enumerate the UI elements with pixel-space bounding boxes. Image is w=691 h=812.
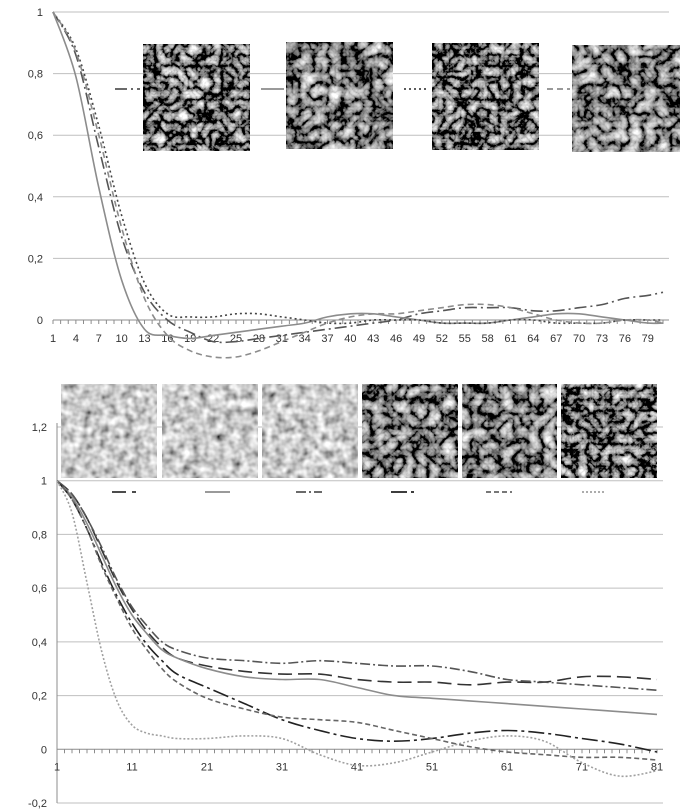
y-tick-label: 0,8 xyxy=(28,69,43,81)
series-4-line xyxy=(52,11,664,359)
x-tick-label: 49 xyxy=(413,333,425,345)
texture-thumbnail-3 xyxy=(262,384,358,478)
x-tick-label: 21 xyxy=(201,761,213,773)
x-tick-label: 61 xyxy=(504,333,516,345)
y-tick-label: 0,4 xyxy=(32,637,47,649)
y-tick-label: 0,4 xyxy=(28,192,43,204)
series-5-line xyxy=(56,480,658,761)
x-tick-label: 40 xyxy=(344,333,356,345)
texture-thumbnail-6 xyxy=(561,384,657,478)
series-3-line xyxy=(56,480,658,691)
y-tick-label: 0 xyxy=(41,744,47,756)
x-tick-label: 55 xyxy=(459,333,471,345)
y-tick-label: 0,8 xyxy=(32,529,47,541)
x-tick-label: 13 xyxy=(138,333,150,345)
texture-thumbnail-3 xyxy=(432,43,539,150)
x-tick-label: 1 xyxy=(50,333,56,345)
x-tick-label: 52 xyxy=(436,333,448,345)
texture-thumbnail-4 xyxy=(362,384,458,478)
x-tick-label: 51 xyxy=(426,761,438,773)
x-tick-label: 4 xyxy=(73,333,79,345)
series-6-line xyxy=(56,480,658,778)
x-tick-label: 81 xyxy=(651,761,663,773)
x-tick-label: 43 xyxy=(367,333,379,345)
y-tick-label: 0,6 xyxy=(28,130,43,142)
series-2-line xyxy=(52,11,664,340)
y-tick-label: 0,2 xyxy=(28,253,43,265)
texture-thumbnail-4 xyxy=(572,45,680,152)
x-tick-label: 73 xyxy=(596,333,608,345)
y-tick-label: 0,2 xyxy=(32,691,47,703)
series-4-line xyxy=(56,480,658,753)
x-tick-label: 61 xyxy=(501,761,513,773)
x-tick-label: 7 xyxy=(96,333,102,345)
x-tick-label: 79 xyxy=(642,333,654,345)
x-tick-label: 67 xyxy=(550,333,562,345)
y-tick-label: 1 xyxy=(37,7,43,19)
x-tick-label: 58 xyxy=(482,333,494,345)
x-tick-label: 37 xyxy=(321,333,333,345)
bottom-chart: -0,200,20,40,60,811,21 11 21 31 41 51 61 71 81 xyxy=(28,384,663,810)
series-1-line xyxy=(56,480,658,686)
series-3-line xyxy=(52,11,663,325)
x-tick-label: 34 xyxy=(299,333,311,345)
top-chart: 00,20,40,60,811 4 7 10 13 16 19 22 25 28 31 34 37 40 4… xyxy=(28,7,680,359)
x-tick-label: 1 xyxy=(54,761,60,773)
y-tick-label: 1 xyxy=(41,476,47,488)
texture-thumbnail-1 xyxy=(61,384,157,478)
x-tick-label: 76 xyxy=(619,333,631,345)
y-tick-label: 0,6 xyxy=(32,583,47,595)
y-tick-label: -0,2 xyxy=(28,798,47,810)
x-tick-label: 46 xyxy=(390,333,402,345)
x-tick-label: 11 xyxy=(126,761,137,773)
x-tick-label: 25 xyxy=(230,333,242,345)
x-tick-label: 70 xyxy=(573,333,585,345)
x-tick-label: 10 xyxy=(116,333,128,345)
y-tick-label: 1,2 xyxy=(32,422,47,434)
x-tick-label: 41 xyxy=(351,761,363,773)
texture-thumbnail-2 xyxy=(286,42,393,149)
texture-thumbnail-1 xyxy=(143,44,250,151)
y-tick-label: 0 xyxy=(37,315,43,327)
series-2-line xyxy=(56,480,658,716)
texture-thumbnail-5 xyxy=(462,384,557,478)
texture-thumbnail-2 xyxy=(162,384,258,478)
x-tick-label: 31 xyxy=(276,761,288,773)
x-tick-label: 64 xyxy=(527,333,539,345)
